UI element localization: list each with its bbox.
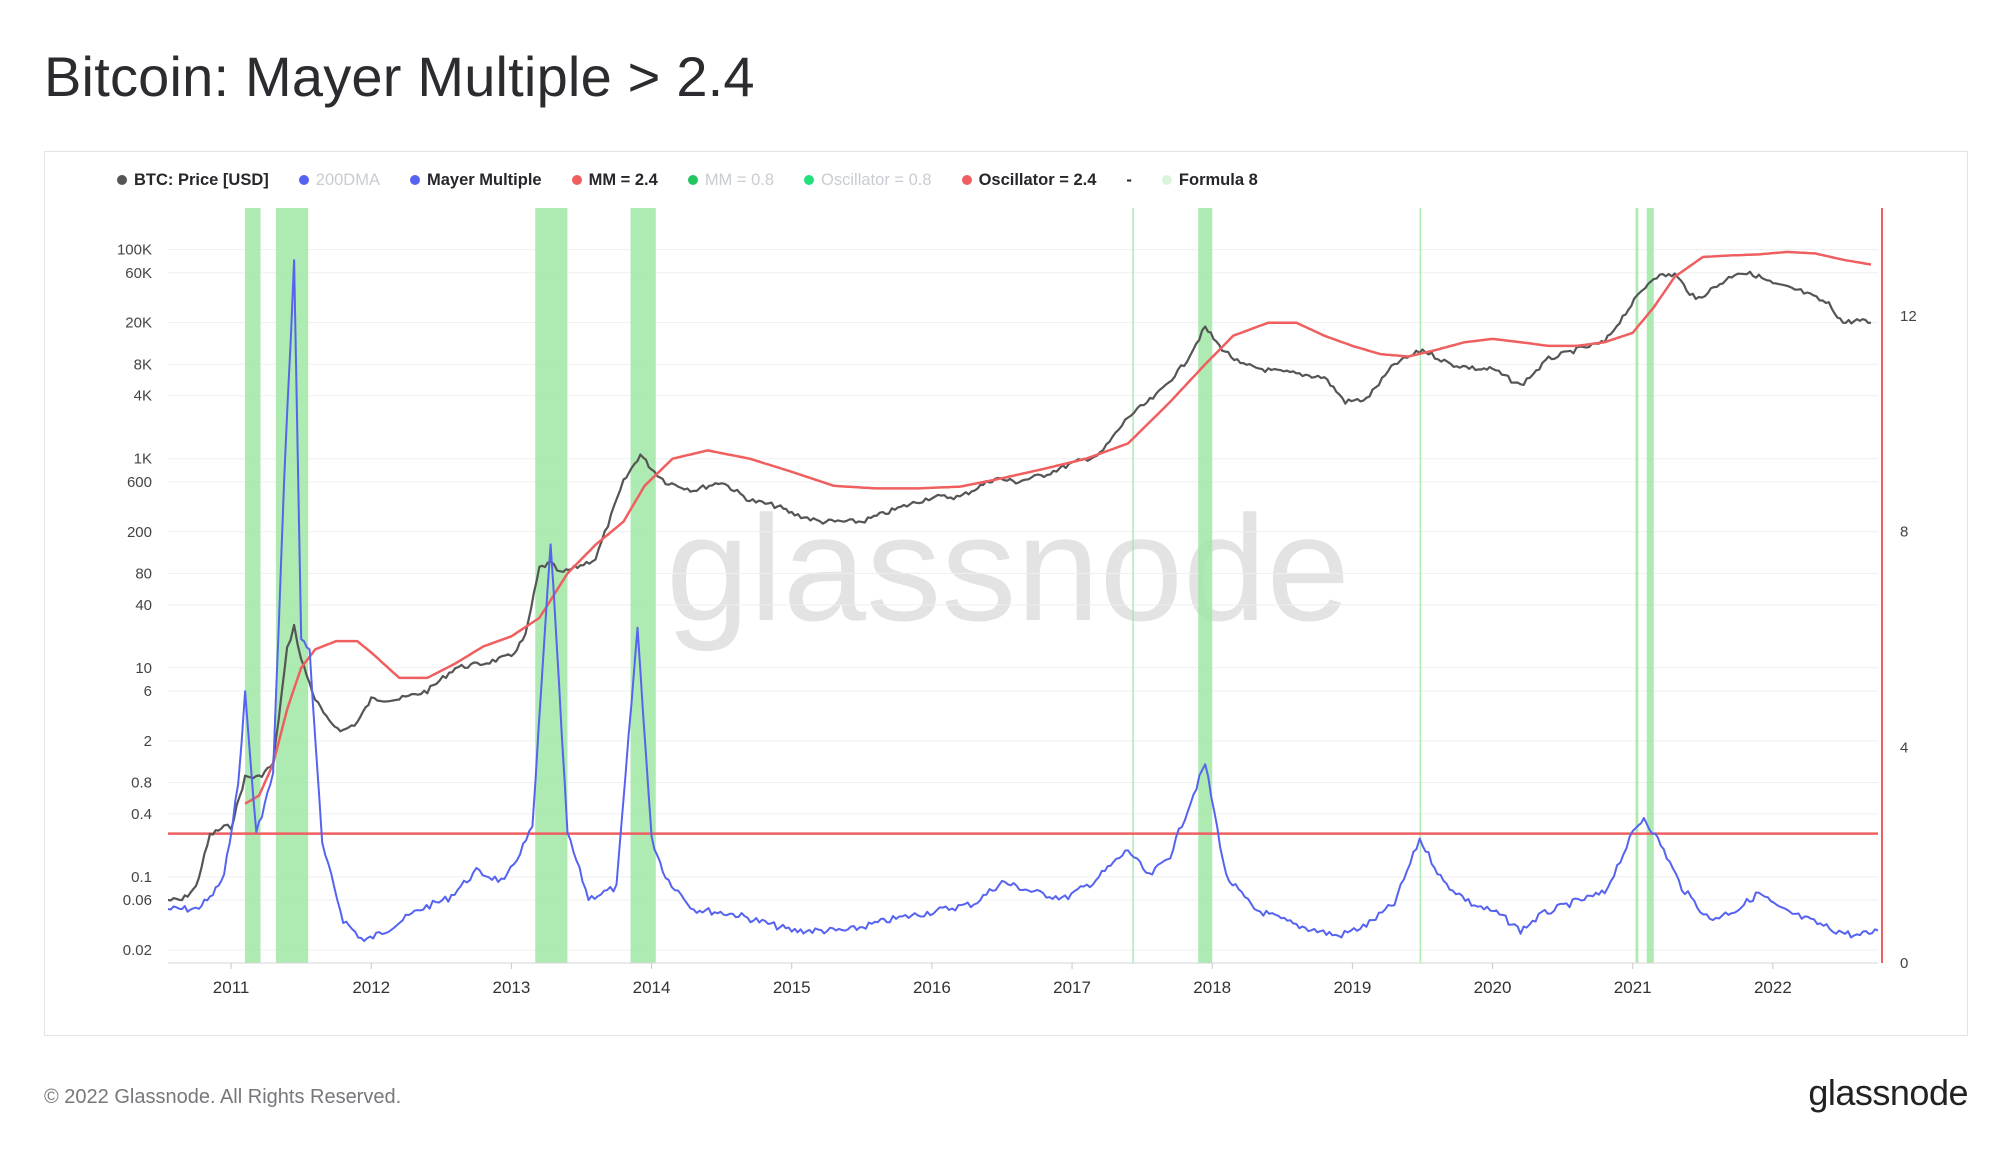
y-left-tick-label: 100K <box>117 242 152 259</box>
x-tick-label: 2021 <box>1614 978 1652 997</box>
legend-dot-icon <box>1161 175 1172 185</box>
legend-label: Formula 8 <box>1178 170 1258 189</box>
x-tick-label: 2015 <box>773 978 811 997</box>
copyright-footer: © 2022 Glassnode. All Rights Reserved. <box>44 1086 402 1108</box>
legend-item[interactable]: Oscillator = 2.4 <box>961 170 1097 190</box>
y-left-tick-label: 0.4 <box>131 806 152 823</box>
legend-label: 200DMA <box>315 170 380 189</box>
signal-band <box>275 208 309 963</box>
brand-logo: glassnode <box>1808 1072 1968 1113</box>
y-left-tick-label: 10 <box>135 660 152 677</box>
legend-dash: - <box>1126 170 1132 189</box>
y-left-tick-label: 1K <box>134 451 152 468</box>
y-left-tick-label: 60K <box>125 265 152 282</box>
x-tick-label: 2017 <box>1053 978 1091 997</box>
y-left-tick-label: 200 <box>127 524 152 541</box>
legend-dot-icon <box>804 175 815 185</box>
signal-band <box>1132 208 1134 963</box>
y-right-tick-label: 8 <box>1900 524 1908 541</box>
x-tick-label: 2012 <box>352 978 390 997</box>
oscillator-series-line <box>244 250 1872 805</box>
y-right-tick-label: 12 <box>1900 308 1917 325</box>
legend-label: Oscillator = 2.4 <box>978 170 1097 189</box>
y-left-tick-label: 6 <box>144 683 152 700</box>
signal-band <box>630 208 656 963</box>
y-left-tick-label: 80 <box>135 565 152 582</box>
x-tick-label: 2020 <box>1474 978 1512 997</box>
x-tick-label: 2022 <box>1754 978 1792 997</box>
signal-band <box>1419 208 1422 963</box>
legend-dot-icon <box>298 175 309 185</box>
x-tick-label: 2013 <box>492 978 530 997</box>
x-tick-label: 2014 <box>633 978 671 997</box>
x-tick-label: 2016 <box>913 978 951 997</box>
y-left-tick-label: 40 <box>135 597 152 614</box>
legend-item[interactable]: Oscillator = 0.8 <box>804 171 932 190</box>
y-left-tick-label: 0.02 <box>123 942 152 959</box>
x-tick-label: 2011 <box>213 978 250 997</box>
legend-item[interactable]: 200DMA <box>298 170 380 190</box>
legend-item[interactable]: BTC: Price [USD] <box>117 171 269 190</box>
legend-dot-icon <box>687 175 698 185</box>
legend-item[interactable]: Formula 8 <box>1161 170 1258 190</box>
y-right-tick-label: 4 <box>1900 739 1908 756</box>
y-left-tick-label: 20K <box>125 315 152 332</box>
x-tick-label: 2018 <box>1193 978 1231 997</box>
mayer-multiple-series-line <box>167 259 1879 942</box>
legend-item[interactable]: MM = 0.8 <box>687 170 775 190</box>
grid-lines <box>168 249 1878 951</box>
y-left-tick-label: 600 <box>127 474 152 491</box>
y-left-tick-label: 4K <box>134 388 152 405</box>
page-title: Bitcoin: Mayer Multiple > 2.4 <box>44 45 755 108</box>
legend-dot-icon <box>571 175 582 185</box>
signal-band <box>1635 208 1639 963</box>
x-tick-label: 2019 <box>1333 978 1371 997</box>
watermark: glassnode <box>666 484 1350 652</box>
legend-label: BTC: Price [USD] <box>134 170 269 189</box>
signal-band <box>535 208 568 963</box>
signal-band <box>1198 208 1213 963</box>
legend-item[interactable]: Mayer Multiple <box>409 170 542 190</box>
legend-dot-icon <box>409 175 420 185</box>
y-left-tick-label: 0.8 <box>131 774 152 791</box>
signal-band <box>1646 208 1654 963</box>
legend-label: Mayer Multiple <box>426 170 542 189</box>
chart-legend: BTC: Price [USD] 200DMA Mayer Multiple MM =… <box>117 168 1288 192</box>
y-left-tick-label: 8K <box>134 356 152 373</box>
y-left-tick-label: 0.1 <box>131 869 152 886</box>
signal-band <box>245 208 261 963</box>
y-left-tick-label: 0.06 <box>123 892 152 909</box>
y-right-tick-label: 0 <box>1900 955 1908 972</box>
legend-label: MM = 0.8 <box>704 170 775 189</box>
legend-dot-icon <box>961 175 972 185</box>
legend-label: Oscillator = 0.8 <box>821 170 932 189</box>
legend-dot-icon <box>117 175 127 185</box>
legend-label: MM = 2.4 <box>588 170 658 189</box>
legend-item[interactable]: MM = 2.4 <box>571 170 658 190</box>
y-left-tick-label: 2 <box>144 733 152 750</box>
